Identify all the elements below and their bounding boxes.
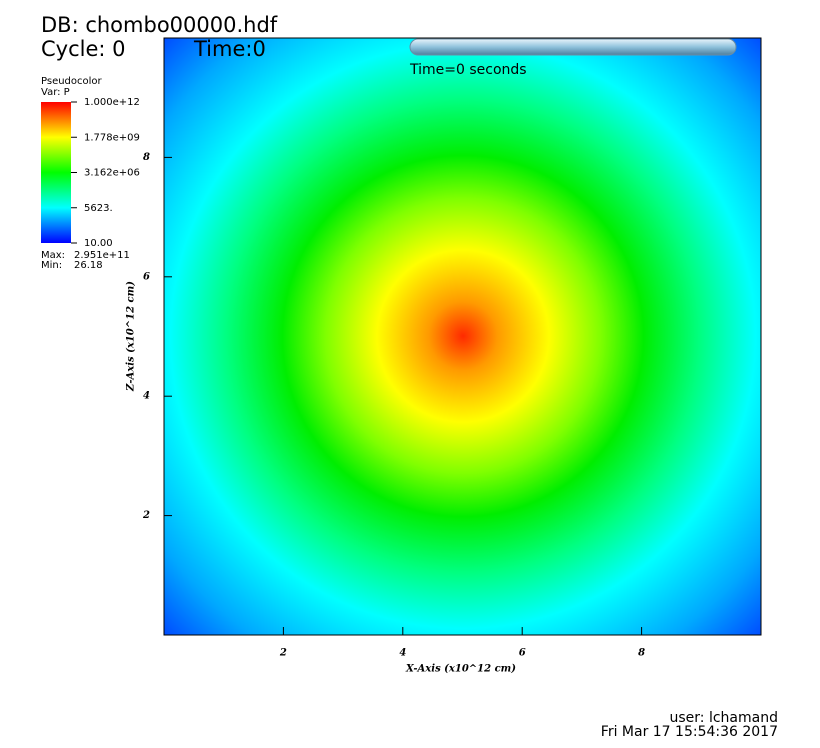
y-tick-label: 2 bbox=[142, 510, 150, 521]
y-tick-label: 4 bbox=[143, 391, 150, 402]
extremum-value: 2.951e+11 bbox=[74, 250, 130, 261]
time-slider bbox=[409, 38, 737, 56]
cycle: Cycle: 0 bbox=[41, 37, 126, 61]
y-axis-label: Z-Axis (x10^12 cm) bbox=[126, 281, 137, 392]
date: Fri Mar 17 15:54:36 2017 bbox=[601, 724, 778, 740]
x-tick-label: 6 bbox=[519, 648, 526, 659]
time: Time:0 bbox=[193, 37, 266, 61]
legend-tick-label: 1.000e+12 bbox=[84, 97, 140, 108]
slider-text: Time=0 seconds bbox=[409, 62, 527, 78]
extremum-name: Max: bbox=[41, 250, 65, 261]
legend-variable: Var: P bbox=[41, 87, 70, 98]
extremum-name: Min: bbox=[41, 260, 62, 271]
x-tick-label: 2 bbox=[279, 648, 287, 659]
user: user: lchamand bbox=[670, 710, 778, 726]
x-axis-label: X-Axis (x10^12 cm) bbox=[405, 664, 516, 675]
legend-tick-label: 5623. bbox=[84, 203, 113, 214]
pseudocolor-field bbox=[164, 38, 761, 635]
extremum-value: 26.18 bbox=[74, 260, 103, 271]
plot-frame bbox=[163, 37, 762, 636]
legend-tick-label: 10.00 bbox=[84, 238, 113, 249]
color-bar bbox=[41, 102, 71, 243]
legend-title: Pseudocolor bbox=[41, 76, 103, 87]
database-name: DB: chombo00000.hdf bbox=[41, 13, 278, 37]
y-tick-label: 6 bbox=[143, 271, 150, 282]
x-tick-label: 4 bbox=[399, 648, 406, 659]
x-tick-label: 8 bbox=[638, 648, 645, 659]
legend-tick-label: 1.778e+09 bbox=[84, 132, 140, 143]
y-tick-label: 8 bbox=[143, 152, 150, 163]
legend-tick-label: 3.162e+06 bbox=[84, 168, 140, 179]
